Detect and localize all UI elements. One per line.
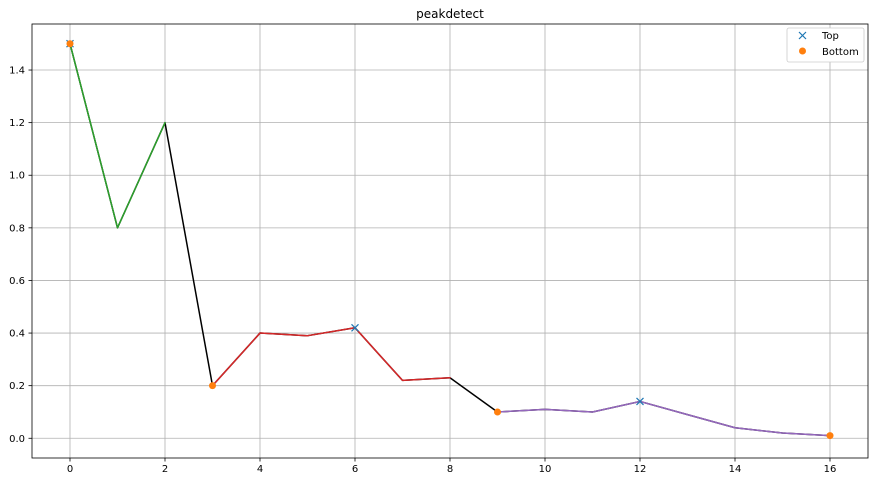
y-tick-label: 1.0 [9,171,25,182]
legend-label-top: Top [821,31,839,42]
series-line-3 [496,400,831,437]
x-tick-label: 8 [447,464,453,475]
bottom-peak-marker [66,40,74,48]
x-tick-label: 10 [539,464,552,475]
x-tick-label: 16 [824,464,837,475]
legend-box [786,27,865,63]
legend-label-bottom: Bottom [822,47,859,58]
y-tick-label: 1.4 [9,66,25,77]
top-peak-marker [351,323,359,332]
series-markers [66,39,834,440]
series-line-1 [69,42,166,229]
bottom-peak-marker [494,408,501,416]
legend-marker-top [798,31,807,40]
bottom-peak-marker [209,382,216,390]
top-peak-marker [636,397,644,406]
y-tick-label: 1.2 [9,118,25,129]
x-tick-label: 14 [729,464,742,475]
x-tick-label: 6 [352,464,358,475]
series-line-2 [211,327,451,387]
y-axis-ticks: 0.0 0.2 0.4 0.6 0.8 1.0 1.2 1.4 [9,66,32,445]
chart-title: peakdetect [416,7,484,21]
legend: Top Bottom [786,27,865,63]
x-tick-label: 4 [257,464,263,475]
grid [32,24,868,458]
series-lines [69,42,831,437]
x-axis-ticks: 0 2 4 6 8 10 12 14 16 [67,458,837,475]
bottom-peak-marker [826,432,834,440]
x-tick-label: 2 [162,464,168,475]
y-tick-label: 0.4 [9,329,25,340]
y-tick-label: 0.8 [9,223,25,234]
legend-marker-bottom [799,47,806,55]
x-tick-label: 0 [67,464,73,475]
y-tick-label: 0.2 [9,381,25,392]
x-tick-label: 12 [634,464,647,475]
y-tick-label: 0.0 [9,434,25,445]
y-tick-label: 0.6 [9,276,25,287]
